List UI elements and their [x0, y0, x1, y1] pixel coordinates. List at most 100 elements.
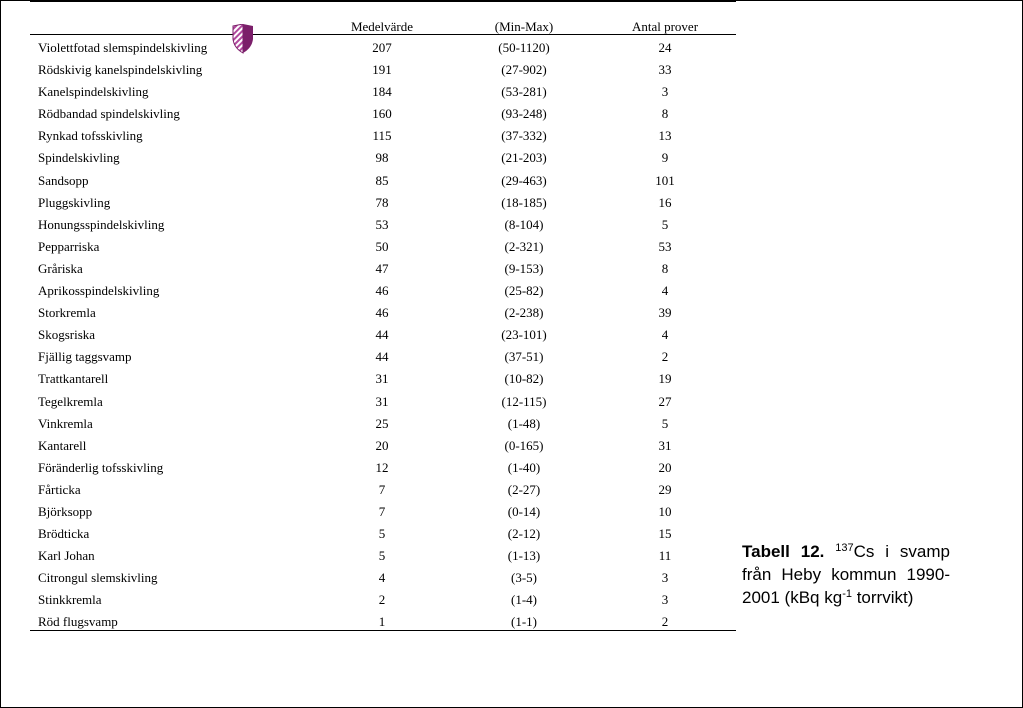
mean-value: 5	[378, 526, 386, 542]
mean-value: 20	[375, 437, 389, 453]
mean-value: 2	[378, 592, 386, 608]
species-name: Tegelkremla	[38, 393, 103, 409]
species-name: Citrongul slemskivling	[38, 570, 158, 586]
species-name: Vinkremla	[38, 415, 93, 431]
table-row: Kanelspindelskivling 184 (53-281) 3	[0, 84, 740, 106]
table-row: Vinkremla 25 (1-48) 5	[0, 416, 740, 438]
mean-value: 46	[375, 305, 389, 321]
sample-count: 27	[658, 393, 672, 409]
species-name: Kanelspindelskivling	[38, 84, 149, 100]
species-name: Spindelskivling	[38, 150, 120, 166]
header-range: (Min-Max)	[494, 19, 554, 34]
table-row: Kantarell 20 (0-165) 31	[0, 438, 740, 460]
min-max-range: (3-5)	[511, 570, 537, 586]
sample-count: 9	[661, 150, 669, 166]
sample-count: 31	[658, 437, 672, 453]
mean-value: 53	[375, 216, 389, 232]
min-max-range: (53-281)	[501, 84, 547, 100]
species-name: Fårticka	[38, 481, 81, 497]
min-max-range: (0-165)	[504, 437, 544, 453]
mean-value: 31	[375, 393, 389, 409]
sample-count: 24	[658, 40, 672, 55]
sample-count: 33	[658, 62, 672, 78]
species-name: Kantarell	[38, 437, 87, 453]
sample-count: 53	[658, 238, 672, 254]
min-max-range: (8-104)	[504, 216, 544, 232]
caption-tail: torrvikt)	[851, 588, 914, 607]
min-max-range: (9-153)	[504, 260, 544, 276]
table-row: Sandsopp 85 (29-463) 101	[0, 173, 740, 195]
table-row: Föränderlig tofsskivling 12 (1-40) 20	[0, 460, 740, 482]
mean-value: 44	[375, 349, 389, 365]
shield-logo-icon	[232, 24, 253, 54]
min-max-range: (50-1120)	[498, 40, 550, 55]
species-name: Rynkad tofsskivling	[38, 128, 143, 144]
species-name: Björksopp	[38, 503, 93, 519]
min-max-range: (2-27)	[507, 481, 541, 497]
table-row: Rödskivig kanelspindelskivling 191 (27-902…	[0, 62, 740, 84]
sample-count: 11	[658, 548, 672, 564]
min-max-range: (18-185)	[501, 194, 547, 210]
mean-value: 4	[378, 570, 386, 586]
mean-value: 160	[372, 106, 392, 122]
mean-value: 1	[378, 614, 386, 630]
sample-count: 2	[661, 349, 669, 365]
table-row: Trattkantarell 31 (10-82) 19	[0, 371, 740, 393]
sample-count: 8	[661, 106, 669, 122]
sample-count: 101	[655, 172, 675, 188]
table-caption: Tabell 12. 137Cs i svamp från Heby kommu…	[742, 540, 950, 609]
min-max-range: (29-463)	[501, 172, 547, 188]
mean-value: 7	[378, 481, 386, 497]
table-row: Spindelskivling 98 (21-203) 9	[0, 150, 740, 172]
species-name: Sandsopp	[38, 172, 89, 188]
species-name: Karl Johan	[38, 548, 95, 564]
table-row: Citrongul slemskivling 4 (3-5) 3	[0, 570, 740, 592]
min-max-range: (1-1)	[511, 614, 537, 630]
mean-value: 47	[375, 260, 389, 276]
mean-value: 50	[375, 238, 389, 254]
table-row: Honungsspindelskivling 53 (8-104) 5	[0, 217, 740, 239]
sample-count: 3	[661, 84, 669, 100]
species-name: Pepparriska	[38, 238, 100, 254]
table-row: Rödbandad spindelskivling 160 (93-248) 8	[0, 106, 740, 128]
mean-value: 191	[372, 62, 392, 78]
caption-lead: Tabell 12.	[742, 542, 825, 561]
mean-value: 78	[375, 194, 389, 210]
min-max-range: (25-82)	[504, 283, 544, 299]
sample-count: 19	[658, 371, 672, 387]
min-max-range: (1-48)	[507, 415, 541, 431]
table-row: Gråriska 47 (9-153) 8	[0, 261, 740, 283]
sample-count: 10	[658, 503, 672, 519]
table-row: Pluggskivling 78 (18-185) 16	[0, 195, 740, 217]
table-row: Karl Johan 5 (1-13) 11	[0, 548, 740, 570]
table-row: Skogsriska 44 (23-101) 4	[0, 327, 740, 349]
sample-count: 20	[658, 459, 672, 475]
sample-count: 4	[661, 327, 669, 343]
table-row: Rynkad tofsskivling 115 (37-332) 13	[0, 128, 740, 150]
min-max-range: (37-51)	[504, 349, 544, 365]
species-name: Rödbandad spindelskivling	[38, 106, 180, 122]
min-max-range: (23-101)	[501, 327, 547, 343]
sample-count: 16	[658, 194, 672, 210]
table-body: Violettfotad slemspindelskivling 207 (50-1…	[0, 40, 740, 637]
min-max-range: (2-321)	[504, 238, 544, 254]
species-name: Fjällig taggsvamp	[38, 349, 132, 365]
species-name: Honungsspindelskivling	[38, 216, 165, 232]
species-name: Violettfotad slemspindelskivling	[38, 40, 208, 55]
mean-value: 44	[375, 327, 389, 343]
mean-value: 184	[372, 84, 392, 100]
species-name: Brödticka	[38, 526, 90, 542]
table-row: Fjällig taggsvamp 44 (37-51) 2	[0, 349, 740, 371]
sample-count: 5	[661, 415, 669, 431]
sample-count: 29	[658, 481, 672, 497]
mean-value: 207	[372, 40, 392, 55]
table-bottom-rule	[30, 630, 736, 631]
table-row: Tegelkremla 31 (12-115) 27	[0, 394, 740, 416]
sample-count: 3	[661, 570, 669, 586]
table-row: Pepparriska 50 (2-321) 53	[0, 239, 740, 261]
caption-text: Cs i svamp från Heby kommun 1990-2001 (k…	[742, 542, 950, 607]
table-row: Björksopp 7 (0-14) 10	[0, 504, 740, 526]
table-row: Brödticka 5 (2-12) 15	[0, 526, 740, 548]
table-header-rule	[30, 34, 736, 35]
species-name: Gråriska	[38, 260, 83, 276]
